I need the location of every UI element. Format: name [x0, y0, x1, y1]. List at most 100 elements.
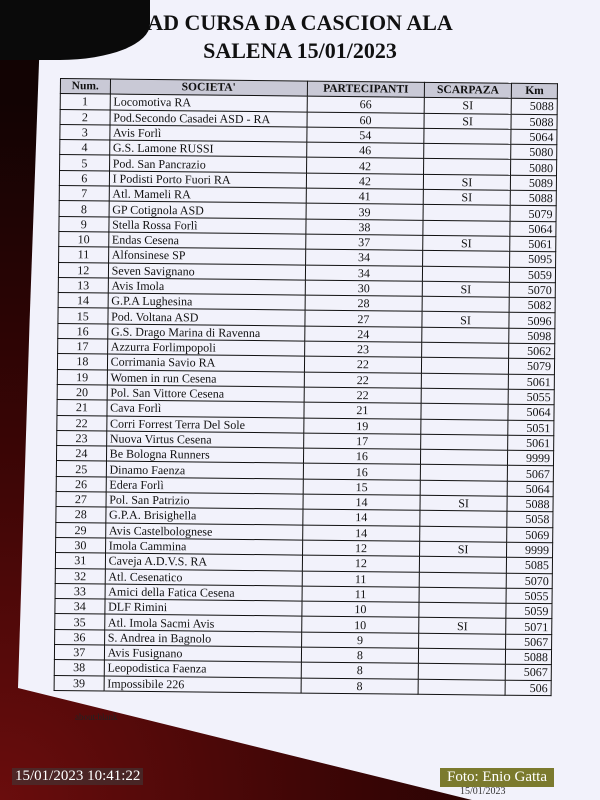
cell-partecipanti: 34: [305, 264, 423, 282]
cell-num: 38: [54, 659, 105, 676]
cell-scarpaza: [420, 464, 508, 481]
cell-scarpaza: [418, 632, 506, 650]
cell-scarpaza: [418, 663, 506, 680]
cell-km: 5082: [509, 297, 556, 314]
cell-partecipanti: 8: [301, 677, 419, 695]
cell-partecipanti: 37: [305, 234, 423, 251]
cell-societa: Dinamo Faenza: [105, 461, 304, 479]
cell-partecipanti: 14: [302, 509, 420, 526]
cell-partecipanti: 22: [304, 356, 422, 373]
cell-scarpaza: [419, 510, 508, 527]
cell-num: 37: [54, 644, 105, 661]
cell-partecipanti: 16: [303, 463, 421, 481]
cell-societa: Pod. San Pancrazio: [109, 155, 307, 173]
cell-num: 18: [57, 353, 108, 370]
cell-km: 506: [505, 679, 552, 696]
cell-societa: Alfonsinese SP: [108, 247, 306, 265]
cell-km: 5080: [510, 159, 557, 176]
cell-partecipanti: 10: [301, 601, 419, 618]
cell-societa: Atl. Cesenatico: [104, 568, 303, 586]
cell-scarpaza: [418, 587, 507, 604]
cell-partecipanti: 8: [301, 662, 419, 679]
cell-partecipanti: 22: [304, 387, 422, 404]
cell-scarpaza: [420, 480, 508, 497]
cell-partecipanti: 23: [304, 341, 422, 358]
cell-num: 22: [56, 415, 107, 431]
cell-partecipanti: 41: [306, 188, 424, 205]
cell-km: 5098: [508, 327, 555, 344]
cell-societa: Avis Castelbolognese: [105, 522, 303, 540]
cell-km: 5061: [507, 435, 554, 451]
cell-partecipanti: 30: [305, 279, 423, 297]
page-subtitle: SALENA 15/01/2023: [203, 38, 397, 63]
cell-km: 5088: [510, 190, 557, 207]
cell-num: 13: [58, 277, 109, 294]
cell-societa: Avis Imola: [107, 277, 306, 296]
cell-num: 1: [60, 93, 110, 110]
cell-num: 34: [54, 598, 105, 615]
cell-partecipanti: 19: [303, 417, 421, 435]
cell-partecipanti: 12: [302, 555, 420, 572]
cell-societa: DLF Rimini: [104, 599, 303, 617]
cell-societa: Azzurra Forlimpopoli: [107, 339, 305, 357]
cell-societa: Amici della Fatica Cesena: [104, 583, 303, 602]
cell-km: 5070: [506, 572, 553, 589]
cell-societa: Be Bologna Runners: [106, 446, 304, 464]
cell-km: 5089: [510, 175, 557, 191]
cell-num: 8: [59, 200, 109, 217]
cell-km: 5088: [505, 649, 552, 665]
cell-scarpaza: [421, 372, 509, 390]
cell-societa: Corri Forrest Terra Del Sole: [106, 415, 304, 433]
cell-societa: GP Cotignola ASD: [108, 201, 307, 219]
cell-scarpaza: [421, 357, 509, 374]
cell-scarpaza: [420, 434, 509, 451]
cell-partecipanti: 38: [305, 218, 423, 236]
cell-partecipanti: 14: [302, 524, 420, 542]
cell-num: 35: [54, 613, 105, 630]
cell-km: 5085: [506, 557, 553, 574]
cell-num: 10: [58, 231, 109, 248]
cell-num: 29: [55, 522, 106, 538]
cell-scarpaza: SI: [419, 495, 508, 512]
cell-scarpaza: [419, 571, 507, 588]
page-title: AD CURSA DA CASCION ALA: [147, 10, 453, 35]
cell-societa: Nuova Virtus Cesena: [106, 430, 304, 449]
cell-num: 23: [56, 430, 107, 447]
cell-partecipanti: 28: [305, 295, 423, 312]
cell-scarpaza: [419, 556, 507, 573]
cell-km: 5070: [509, 282, 556, 298]
cell-num: 11: [58, 246, 109, 263]
cell-scarpaza: [422, 204, 511, 221]
cell-partecipanti: 8: [301, 647, 419, 664]
cell-km: 5062: [508, 343, 555, 360]
cell-partecipanti: 34: [305, 249, 423, 266]
table-body: 1 Locomotiva RA 66 SI 5088 2 Pod.Secondo Casad…: [54, 93, 558, 696]
cell-num: 31: [55, 552, 106, 569]
cell-km: 5061: [508, 373, 555, 390]
cell-societa: G.S. Drago Marina di Ravenna: [107, 323, 305, 342]
paper-date: 15/01/2023: [460, 786, 506, 797]
cell-societa: Seven Savignano: [108, 262, 306, 280]
cell-num: 30: [55, 537, 106, 554]
cell-num: 5: [59, 154, 110, 171]
cell-partecipanti: 17: [303, 432, 421, 450]
header-num: Num.: [60, 78, 111, 95]
cell-km: 5059: [509, 266, 556, 283]
cell-km: 5069: [506, 526, 553, 543]
cell-partecipanti: 12: [302, 539, 420, 557]
cell-societa: Pol. San Patrizio: [105, 492, 304, 510]
cell-societa: Caveja A.D.V.S. RA: [105, 553, 303, 571]
cell-scarpaza: [419, 525, 508, 543]
cell-partecipanti: 10: [301, 616, 419, 633]
cell-scarpaza: [420, 449, 508, 466]
cell-num: 25: [56, 460, 107, 477]
cell-societa: Edera Forlì: [105, 476, 304, 495]
cell-num: 19: [57, 369, 108, 385]
cell-societa: S. Andrea in Bagnolo: [104, 629, 302, 648]
cell-num: 3: [59, 124, 110, 141]
cell-km: 5079: [510, 205, 557, 222]
cell-societa: G.S. Lamone RUSSI: [109, 140, 307, 158]
cell-societa: Endas Cesena: [108, 231, 306, 250]
cell-partecipanti: 60: [306, 111, 425, 129]
cell-societa: Impossibile 226: [103, 675, 302, 693]
